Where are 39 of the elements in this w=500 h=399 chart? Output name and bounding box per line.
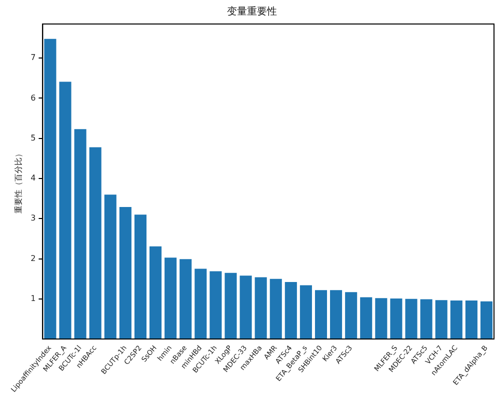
bar: [164, 258, 177, 340]
bar: [240, 276, 252, 340]
bar: [450, 300, 462, 340]
y-tick-label: 7: [30, 53, 36, 62]
bar: [465, 300, 478, 340]
y-tick-label: 6: [30, 93, 36, 102]
bar: [300, 285, 312, 340]
y-axis-title: 重要性（百分比）: [14, 150, 23, 214]
bar: [119, 207, 132, 340]
bar: [150, 246, 162, 340]
bar: [180, 259, 192, 340]
bar: [420, 299, 432, 340]
bar: [480, 301, 492, 340]
bar: [134, 214, 146, 340]
bar: [435, 300, 448, 340]
bar: [345, 292, 358, 340]
bar: [284, 282, 297, 340]
bar: [390, 298, 402, 340]
bar: [360, 297, 372, 340]
bar: [405, 298, 418, 340]
bar: [375, 298, 388, 340]
bar: [314, 290, 328, 340]
chart-title: 变量重要性: [227, 6, 277, 18]
bar: [330, 290, 342, 340]
y-tick-label: 4: [30, 174, 36, 183]
bar: [270, 278, 282, 340]
bar: [74, 129, 86, 340]
bar: [104, 194, 116, 340]
bar: [210, 271, 222, 340]
y-tick-label: 5: [30, 133, 36, 142]
y-tick-label: 3: [30, 214, 36, 223]
y-tick-label: 2: [30, 254, 36, 263]
bar: [254, 277, 267, 340]
bar: [44, 38, 56, 340]
bar: [89, 147, 102, 340]
bar: [59, 82, 72, 340]
y-tick-label: 1: [30, 294, 36, 303]
bar: [194, 268, 207, 340]
bar: [224, 272, 237, 340]
